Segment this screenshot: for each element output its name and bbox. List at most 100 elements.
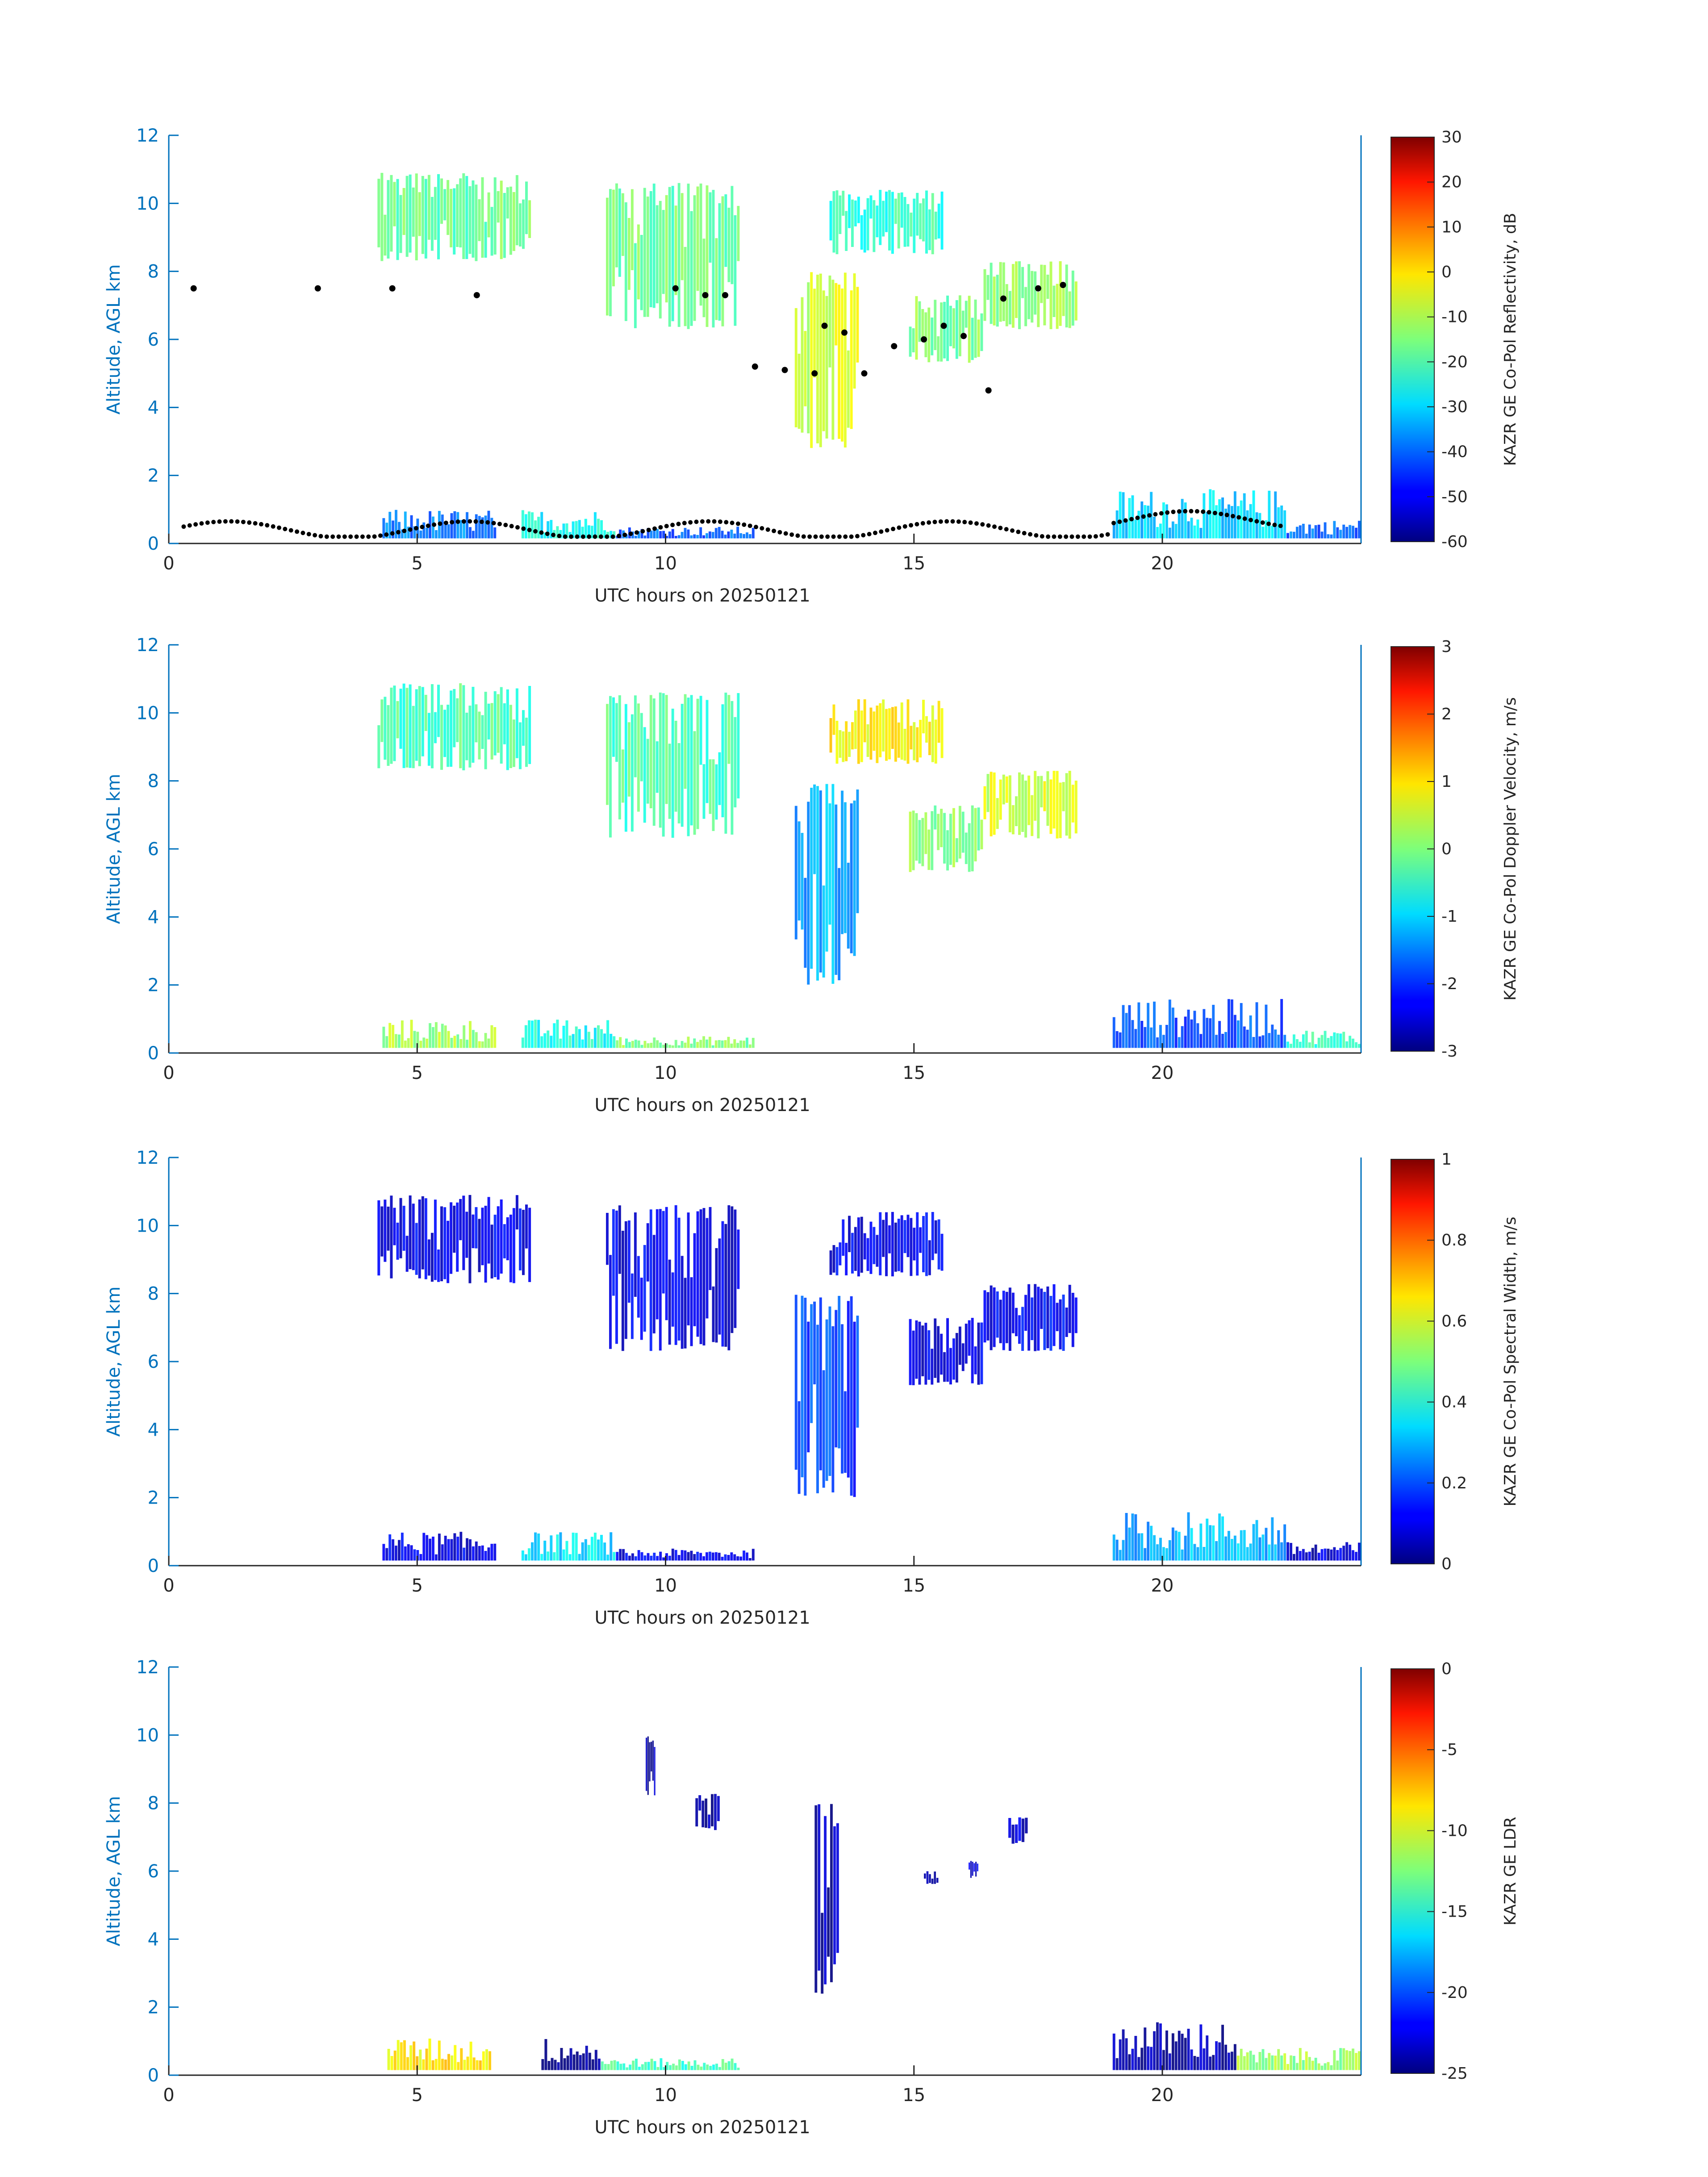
x-tick-label: 10 xyxy=(654,1575,677,1596)
echo-column xyxy=(687,698,690,836)
echo-column xyxy=(438,2040,441,2070)
echo-column xyxy=(835,190,839,255)
echo-column xyxy=(647,1043,650,1048)
echo-column xyxy=(721,2059,724,2070)
echo-column xyxy=(1265,520,1268,539)
echo-column xyxy=(1345,1542,1349,1561)
cloud-base-point xyxy=(1040,534,1044,539)
echo-column xyxy=(934,1871,936,1884)
cloud-base-point xyxy=(342,534,347,539)
echo-column xyxy=(838,284,841,439)
echo-column xyxy=(1174,524,1178,539)
echo-column xyxy=(1125,1013,1128,1048)
echo-column xyxy=(1293,1554,1295,1561)
x-tick-label: 5 xyxy=(412,2085,423,2106)
echo-column xyxy=(547,1551,550,1561)
echo-column xyxy=(724,1040,727,1048)
echo-column xyxy=(990,772,993,836)
echo-column xyxy=(450,1202,453,1274)
cloud-base-point xyxy=(927,520,931,525)
echo-column xyxy=(1056,1303,1059,1331)
cloud-base-point xyxy=(811,370,818,377)
echo-column xyxy=(1018,1315,1021,1344)
colorbar-tick-label: -2 xyxy=(1441,975,1457,993)
echo-column xyxy=(610,1532,613,1561)
cloud-base-point xyxy=(455,519,460,524)
echo-column xyxy=(1243,493,1246,539)
echo-column xyxy=(463,1547,466,1561)
echo-column xyxy=(1330,2065,1333,2070)
cloud-base-point xyxy=(557,534,562,539)
echo-column xyxy=(484,1551,487,1561)
colorbar-tick-label: 0.4 xyxy=(1441,1393,1467,1412)
echo-column xyxy=(400,2042,403,2070)
echo-column xyxy=(441,514,444,539)
echo-column xyxy=(465,712,468,760)
echo-column xyxy=(943,301,946,359)
echo-column xyxy=(671,186,674,322)
echo-column xyxy=(1071,785,1074,823)
cloud-base-point xyxy=(891,343,898,350)
echo-column xyxy=(721,196,724,326)
echo-column xyxy=(385,522,388,539)
echo-column xyxy=(731,2058,734,2070)
echo-column xyxy=(572,1533,575,1561)
echo-column xyxy=(1162,1035,1165,1048)
echo-column xyxy=(854,1227,857,1271)
echo-column xyxy=(416,1032,419,1048)
echo-column xyxy=(1059,261,1062,326)
echo-column xyxy=(822,885,825,978)
echo-column xyxy=(413,526,416,539)
echo-region xyxy=(1112,2022,1236,2070)
cloud-base-point xyxy=(1123,518,1128,523)
echo-column xyxy=(1193,1544,1196,1561)
echo-column xyxy=(413,2041,416,2070)
echo-column xyxy=(468,706,472,768)
echo-region xyxy=(1286,521,1361,539)
echo-column xyxy=(1137,1002,1140,1048)
colorbar-tick-label: 0.8 xyxy=(1441,1231,1467,1249)
echo-column xyxy=(500,687,503,764)
echo-column xyxy=(903,1220,906,1254)
echo-column xyxy=(459,683,462,769)
echo-column xyxy=(912,811,915,870)
echo-column xyxy=(1293,2056,1295,2070)
echo-column xyxy=(665,1207,668,1320)
echo-column xyxy=(922,198,925,242)
echo-column xyxy=(460,2048,463,2070)
echo-column xyxy=(547,2061,551,2070)
echo-column xyxy=(1071,1293,1074,1347)
echo-column xyxy=(897,722,900,758)
echo-column xyxy=(708,531,711,539)
echo-column xyxy=(1153,2031,1156,2070)
echo-column xyxy=(656,205,659,304)
echo-column xyxy=(1268,1033,1271,1048)
echo-column xyxy=(1280,1542,1283,1561)
echo-column xyxy=(1147,2046,1150,2070)
echo-column xyxy=(733,1039,736,1048)
x-tick-label: 5 xyxy=(412,1063,423,1083)
echo-column xyxy=(919,1227,922,1253)
echo-column xyxy=(847,1301,850,1478)
echo-column xyxy=(882,201,885,237)
x-axis-label: UTC hours on 20250121 xyxy=(594,2117,810,2138)
echo-column xyxy=(669,2065,672,2070)
echo-column xyxy=(396,1222,399,1260)
y-tick-label: 12 xyxy=(136,1657,159,1678)
echo-column xyxy=(961,310,965,336)
echo-column xyxy=(927,829,931,870)
echo-region xyxy=(829,1212,944,1277)
echo-column xyxy=(1027,264,1031,319)
echo-column xyxy=(879,703,882,757)
x-tick-label: 0 xyxy=(163,1063,174,1083)
echo-column xyxy=(578,520,581,539)
cloud-base-point xyxy=(622,532,627,537)
echo-column xyxy=(990,263,993,324)
echo-column xyxy=(578,1554,581,1561)
echo-column xyxy=(885,1212,888,1276)
echo-column xyxy=(469,2041,472,2070)
echo-column xyxy=(641,2064,644,2070)
cloud-base-point xyxy=(861,370,868,377)
echo-column xyxy=(1187,1009,1190,1048)
echo-column xyxy=(708,1551,711,1561)
